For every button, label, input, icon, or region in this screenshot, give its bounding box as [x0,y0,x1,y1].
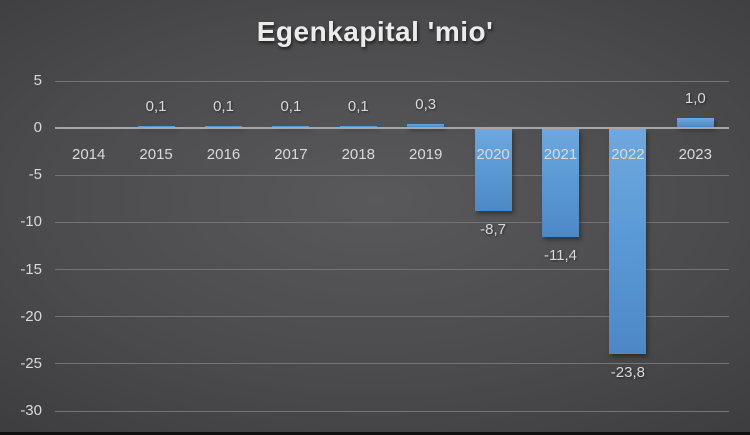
x-category-label: 2022 [611,146,645,164]
bar-2018[interactable] [339,125,377,128]
data-label-2022: -23,8 [610,363,645,381]
x-category-label: 2018 [341,146,375,164]
y-tick-label: -25 [20,354,42,372]
y-tick-label: 5 [33,72,42,89]
data-label-2023: 1,0 [684,89,706,107]
bar-2019[interactable] [407,124,445,128]
y-tick-label: 0 [33,119,42,137]
gridline [55,80,729,82]
bottom-border [0,432,750,435]
gridline [55,174,729,176]
x-category-label: 2015 [139,146,173,164]
gridline [55,269,729,271]
y-tick-label: -5 [28,166,42,184]
data-label-2018: 0,1 [347,97,369,115]
data-label-2015: 0,1 [145,97,167,115]
data-label-2020: -8,7 [480,221,507,239]
x-category-label: 2023 [678,146,712,164]
bar-2020[interactable] [474,129,512,212]
gridline [55,410,729,412]
x-category-label: 2017 [274,146,308,164]
bar-2015[interactable] [137,125,175,128]
gridline [55,221,729,223]
data-label-2016: 0,1 [213,97,234,115]
bar-2016[interactable] [205,125,242,128]
y-tick-label: -30 [20,402,42,419]
y-tick-label: -15 [20,260,42,278]
x-category-label: 2016 [206,146,241,164]
plot-area: 2014 2015 0,1 2016 0,1 2017 0,1 2018 0,1 2019 0,3 2… [55,80,729,412]
x-category-label: 2019 [409,146,443,164]
data-label-2021: -11,4 [543,246,578,264]
chart-title: Egenkapital 'mio' [256,16,494,47]
x-category-label: 2020 [476,146,510,164]
y-axis: 5 0 -5 -10 -15 -20 -25 -30 [0,72,46,419]
bar-2021[interactable] [542,129,579,237]
x-axis-line [55,127,729,130]
bar-2017[interactable] [272,125,310,128]
data-label-2019: 0,3 [415,96,437,114]
data-label-2017: 0,1 [280,97,302,115]
gridline [55,316,729,318]
bar-2022[interactable] [609,129,647,354]
gridline [55,363,729,365]
x-category-label: 2021 [543,146,578,164]
y-tick-label: -20 [20,307,42,325]
x-category-label: 2014 [72,146,106,164]
y-tick-label: -10 [20,213,42,231]
bar-2023[interactable] [676,117,714,128]
